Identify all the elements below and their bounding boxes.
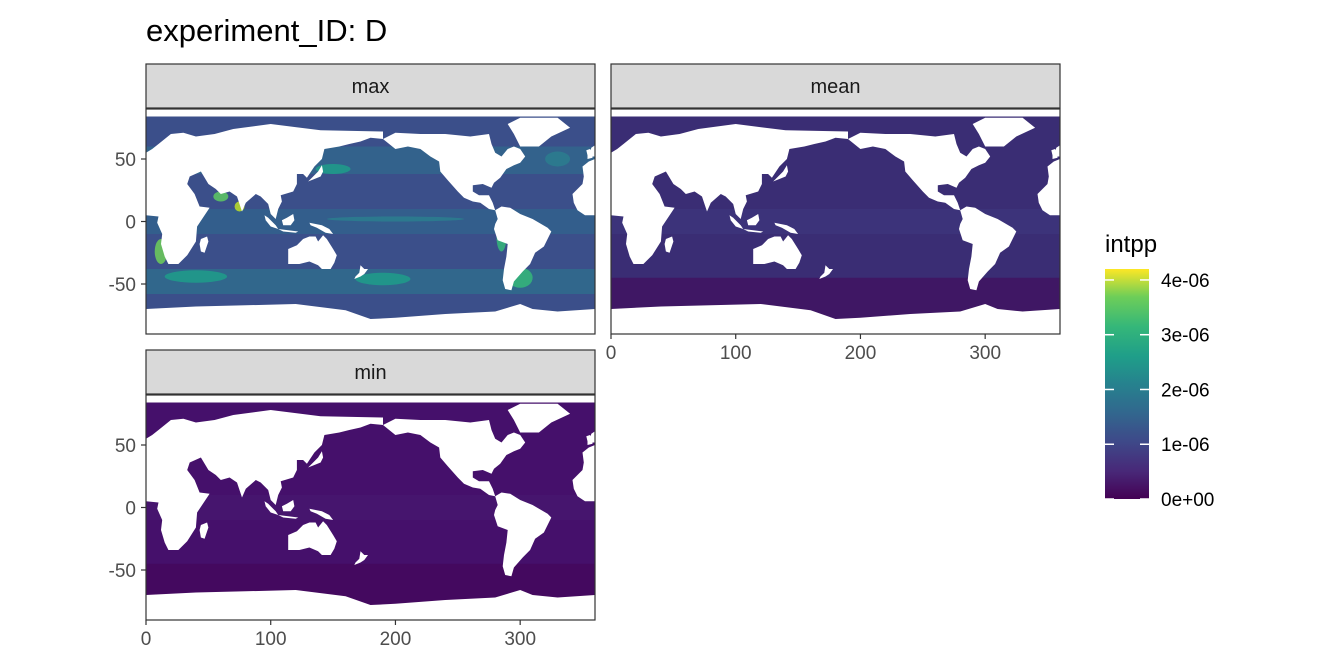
y-tick-label: 50 [115,150,136,171]
facet-strip [145,63,596,109]
land-mask [146,109,595,117]
x-tick-label: 100 [255,629,287,650]
land-mask [729,215,744,229]
land-mask [1051,149,1058,159]
land-mask [494,492,552,577]
land-mask [383,418,526,497]
x-tick-label: 0 [606,343,617,364]
land-mask [611,109,1060,117]
x-tick-label: 100 [720,343,752,364]
land-mask [146,410,383,550]
panel-border [610,108,1061,335]
y-tick-label: 50 [115,436,136,457]
land-mask [288,521,337,555]
land-mask [288,235,337,269]
y-tick-label: -50 [109,275,136,296]
land-mask [146,590,595,620]
legend-colorbar [1105,269,1149,499]
land-mask [354,265,368,279]
facet-strip-label: min [354,362,386,384]
heatmap-field [146,395,595,620]
facet-strip-label: mean [810,76,860,98]
land-mask [278,229,299,233]
y-tick-label: 0 [125,499,136,520]
intpp-hotspot [326,216,465,222]
legend-tick-label: 4e-06 [1161,271,1210,292]
facet-strip [610,63,1061,109]
land-mask [586,149,593,159]
facet-strip-label: max [352,76,390,98]
intpp-hotspot [213,191,229,202]
land-mask [753,235,802,269]
land-mask [819,265,833,279]
land-mask [507,403,571,433]
legend-tick-label: 2e-06 [1161,380,1210,401]
y-tick-label: -50 [109,561,136,582]
land-mask [1037,159,1060,216]
facet-panel-min: min 50 0 -50 0 100 200 300 [109,349,596,650]
land-mask [278,515,299,519]
land-mask [572,445,595,502]
intpp-hotspot [355,272,411,286]
legend-tick-label: 0e+00 [1161,490,1214,511]
intpp-hotspot [164,270,228,283]
facet-panel-max: max 50 0 -50 [109,63,596,335]
land-mask [281,500,295,512]
x-tick-label: 200 [380,629,412,650]
land-mask [146,395,595,403]
land-mask [309,508,334,520]
legend-tick-label: 3e-06 [1161,326,1210,347]
land-mask [664,236,674,253]
land-mask [972,117,1036,147]
land-mask [146,304,595,334]
facet-strip [145,349,596,395]
land-mask [199,522,209,539]
land-mask [611,304,1060,334]
land-mask [494,206,552,291]
chart-title: experiment_ID: D [146,13,387,48]
x-tick-label: 0 [141,629,152,650]
legend-title: intpp [1105,231,1157,258]
land-mask [383,132,526,211]
land-mask [774,222,799,234]
land-mask [959,206,1017,291]
land-mask [586,435,593,445]
land-mask [773,165,789,182]
land-mask [199,236,209,253]
land-mask [264,501,279,515]
intpp-hotspot [545,151,571,167]
land-mask [354,551,368,565]
intpp-hotspot [315,164,351,174]
land-mask [264,215,279,229]
land-mask [146,124,383,264]
land-mask [309,222,334,234]
legend: intpp 4e-06 3e-06 2e-06 1e-06 0e+00 [1105,231,1214,511]
x-tick-label: 200 [845,343,877,364]
y-tick-label: 0 [125,213,136,234]
heatmap-field [611,109,1060,334]
x-tick-label: 300 [504,629,536,650]
land-mask [611,124,848,264]
land-mask [746,214,760,226]
land-mask [507,117,571,147]
heatmap-field [146,109,595,334]
legend-tick-label: 1e-06 [1161,435,1210,456]
land-mask [281,214,295,226]
land-mask [572,159,595,216]
facet-panel-mean: mean 0 100 200 300 [606,63,1061,364]
x-tick-label: 300 [969,343,1001,364]
land-mask [308,451,324,468]
land-mask [308,165,324,182]
land-mask [848,132,991,211]
land-mask [743,229,764,233]
